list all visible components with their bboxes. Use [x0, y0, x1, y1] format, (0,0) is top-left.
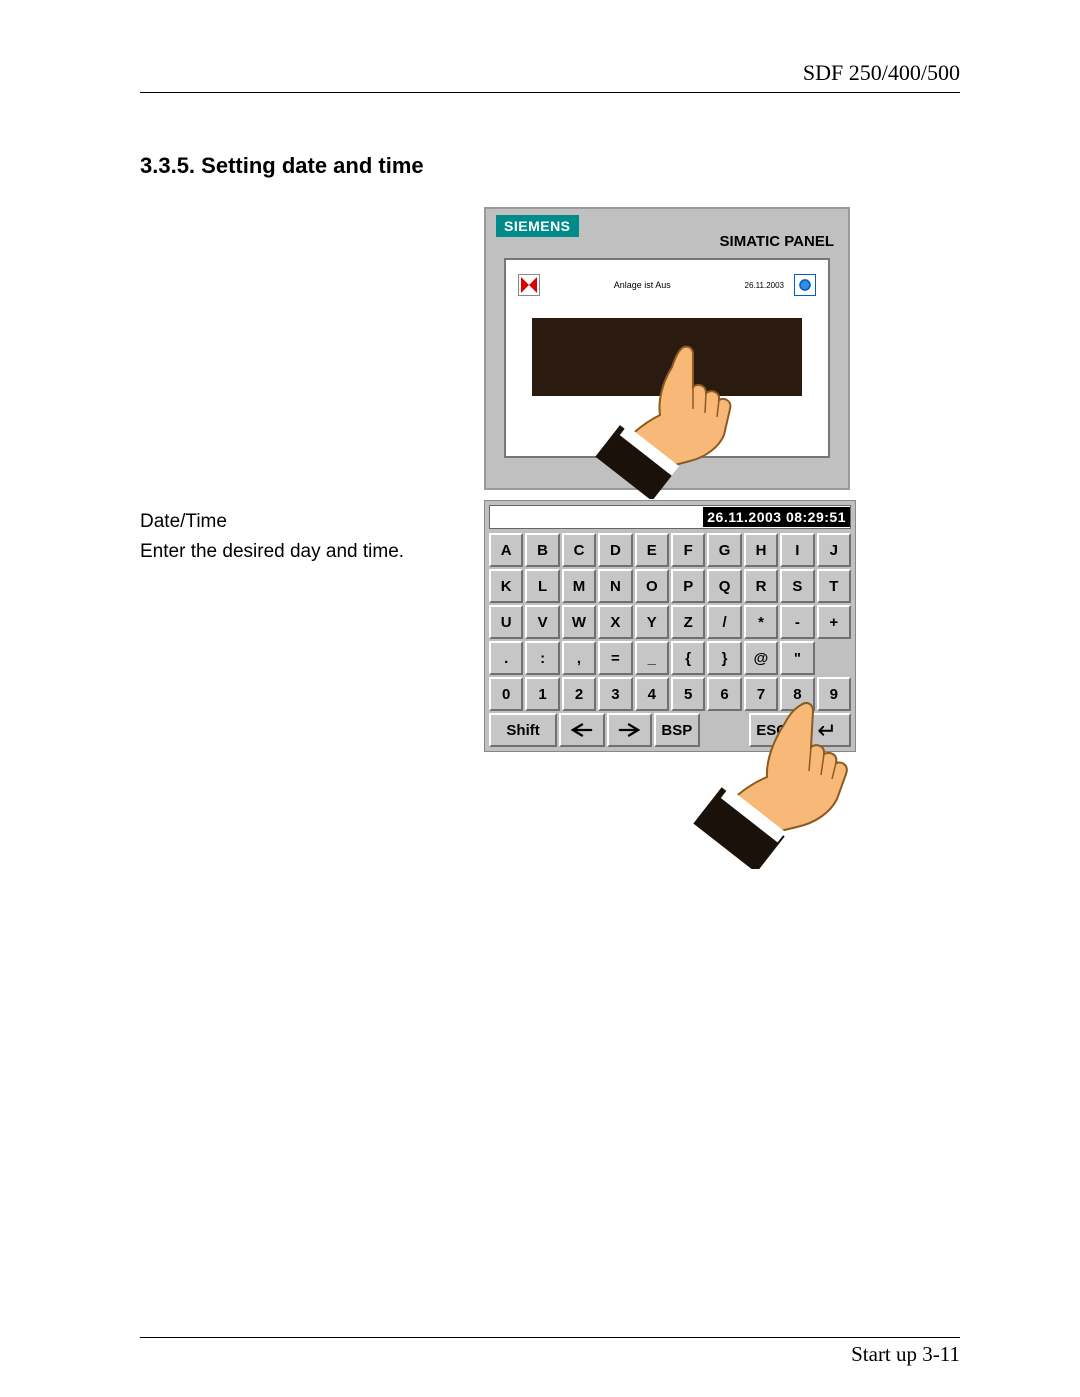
- key-Y[interactable]: Y: [635, 605, 669, 639]
- section-heading: 3.3.5. Setting date and time: [140, 153, 960, 179]
- key-H[interactable]: H: [744, 533, 778, 567]
- keyboard-display-value: 26.11.2003 08:29:51: [703, 507, 850, 527]
- key-9[interactable]: 9: [817, 677, 851, 711]
- key-=[interactable]: =: [598, 641, 632, 675]
- key-M[interactable]: M: [562, 569, 596, 603]
- key-L[interactable]: L: [525, 569, 559, 603]
- panel-status-text: Anlage ist Aus: [546, 280, 739, 290]
- onscreen-keyboard: 26.11.2003 08:29:51 ABCDEFGHIJ KLMNOPQRST…: [484, 500, 856, 752]
- panel-content-area[interactable]: [532, 318, 802, 396]
- key-{[interactable]: {: [671, 641, 705, 675]
- key-P[interactable]: P: [671, 569, 705, 603]
- key-backspace[interactable]: BSP: [654, 713, 699, 747]
- simatic-label: SIMATIC PANEL: [720, 233, 834, 250]
- key-2[interactable]: 2: [562, 677, 596, 711]
- key-"[interactable]: ": [780, 641, 814, 675]
- key-}[interactable]: }: [707, 641, 741, 675]
- key-arrow-left[interactable]: [559, 713, 604, 747]
- key-4[interactable]: 4: [635, 677, 669, 711]
- key-1[interactable]: 1: [525, 677, 559, 711]
- key-K[interactable]: K: [489, 569, 523, 603]
- key-,[interactable]: ,: [562, 641, 596, 675]
- key-7[interactable]: 7: [744, 677, 778, 711]
- siemens-badge: SIEMENS: [496, 215, 579, 237]
- key-Q[interactable]: Q: [707, 569, 741, 603]
- key-V[interactable]: V: [525, 605, 559, 639]
- datetime-label: Date/Time: [140, 507, 460, 537]
- key-*[interactable]: *: [744, 605, 778, 639]
- header-rule: [140, 92, 960, 93]
- key-escape[interactable]: ESC: [749, 713, 794, 747]
- key-U[interactable]: U: [489, 605, 523, 639]
- page-footer: Start up 3-11: [140, 1337, 960, 1367]
- key-+[interactable]: +: [817, 605, 851, 639]
- key-G[interactable]: G: [707, 533, 741, 567]
- key--[interactable]: -: [780, 605, 814, 639]
- key-@[interactable]: @: [744, 641, 778, 675]
- key-shift[interactable]: Shift: [489, 713, 557, 747]
- key-enter[interactable]: [796, 713, 851, 747]
- panel-screen[interactable]: Anlage ist Aus 26.11.2003: [504, 258, 830, 458]
- keyboard-display[interactable]: 26.11.2003 08:29:51: [489, 505, 851, 529]
- key-Z[interactable]: Z: [671, 605, 705, 639]
- key-spacer: [702, 713, 747, 747]
- key-A[interactable]: A: [489, 533, 523, 567]
- footer-rule: [140, 1337, 960, 1338]
- footer-text: Start up 3-11: [140, 1342, 960, 1367]
- key-/[interactable]: /: [707, 605, 741, 639]
- key-C[interactable]: C: [562, 533, 596, 567]
- simatic-panel: SIEMENS SIMATIC PANEL Anlage ist Aus 26.…: [484, 207, 850, 490]
- key-I[interactable]: I: [780, 533, 814, 567]
- section-number: 3.3.5.: [140, 153, 195, 178]
- panel-status-date: 26.11.2003: [745, 281, 784, 290]
- key-J[interactable]: J: [817, 533, 851, 567]
- key-arrow-right[interactable]: [607, 713, 652, 747]
- key-blank: [817, 641, 851, 675]
- key-_[interactable]: _: [635, 641, 669, 675]
- key-F[interactable]: F: [671, 533, 705, 567]
- key-.[interactable]: .: [489, 641, 523, 675]
- key-0[interactable]: 0: [489, 677, 523, 711]
- key-B[interactable]: B: [525, 533, 559, 567]
- datetime-instruction: Enter the desired day and time.: [140, 537, 460, 567]
- key-3[interactable]: 3: [598, 677, 632, 711]
- section-title-text: Setting date and time: [201, 153, 423, 178]
- key-S[interactable]: S: [780, 569, 814, 603]
- key-E[interactable]: E: [635, 533, 669, 567]
- info-icon: [794, 274, 816, 296]
- key-R[interactable]: R: [744, 569, 778, 603]
- key-W[interactable]: W: [562, 605, 596, 639]
- key-N[interactable]: N: [598, 569, 632, 603]
- doc-title: SDF 250/400/500: [140, 60, 960, 92]
- key-O[interactable]: O: [635, 569, 669, 603]
- key-6[interactable]: 6: [707, 677, 741, 711]
- key-8[interactable]: 8: [780, 677, 814, 711]
- key-:[interactable]: :: [525, 641, 559, 675]
- key-D[interactable]: D: [598, 533, 632, 567]
- flag-icon: [518, 274, 540, 296]
- key-X[interactable]: X: [598, 605, 632, 639]
- key-T[interactable]: T: [817, 569, 851, 603]
- key-5[interactable]: 5: [671, 677, 705, 711]
